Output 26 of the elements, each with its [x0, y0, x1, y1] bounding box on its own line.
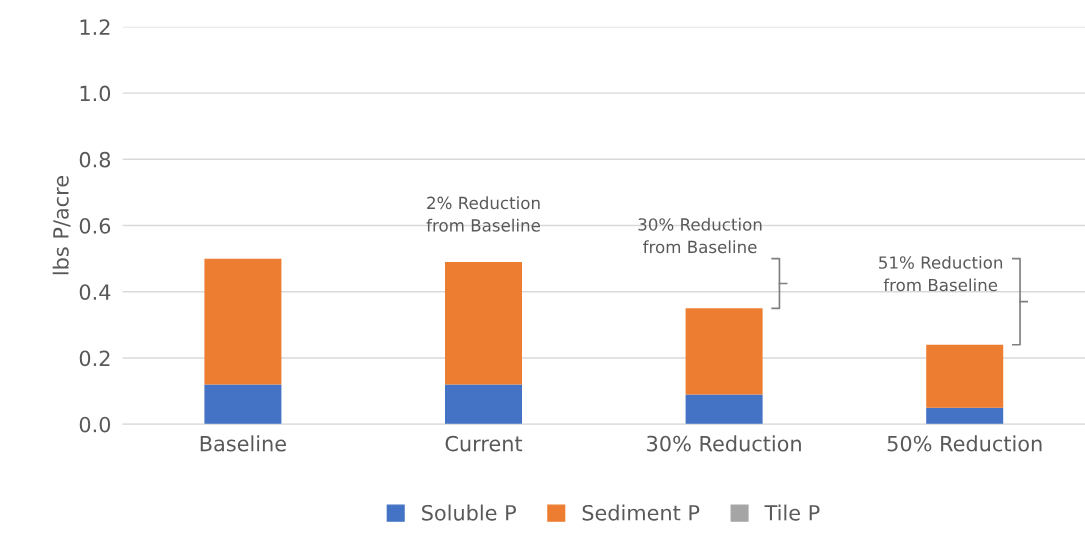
y-axis-title: lbs P/acre — [52, 176, 71, 275]
y-tick-label: 0.8 — [79, 151, 111, 168]
legend-label: Sediment P — [582, 504, 700, 521]
bar — [204, 258, 282, 385]
annotation: 2% Reduction from Baseline — [426, 196, 540, 232]
legend-label: Soluble P — [422, 504, 516, 521]
y-tick-label: 0.6 — [79, 217, 111, 234]
y-tick-label: 0.4 — [79, 284, 111, 300]
legend-label: Tile P — [764, 504, 820, 521]
bar — [204, 384, 282, 425]
bar — [685, 394, 763, 425]
y-tick-label: 1.2 — [80, 19, 110, 35]
x-tick-label: Baseline — [200, 435, 286, 452]
bar — [445, 261, 522, 385]
bar — [926, 407, 1004, 425]
y-tick-label: 0.0 — [79, 416, 111, 433]
x-tick-label: 50% Reduction — [887, 435, 1042, 452]
x-tick-label: 30% Reduction — [647, 435, 801, 452]
bar — [445, 384, 522, 425]
y-tick-label: 0.2 — [79, 350, 110, 367]
bar — [926, 344, 1004, 408]
y-tick-label: 1.0 — [80, 85, 111, 102]
annotation: 30% Reduction from Baseline — [638, 217, 762, 254]
x-tick-label: Current — [445, 435, 523, 452]
bar — [685, 308, 763, 395]
annotation: 51% Reduction from Baseline — [879, 255, 1003, 292]
